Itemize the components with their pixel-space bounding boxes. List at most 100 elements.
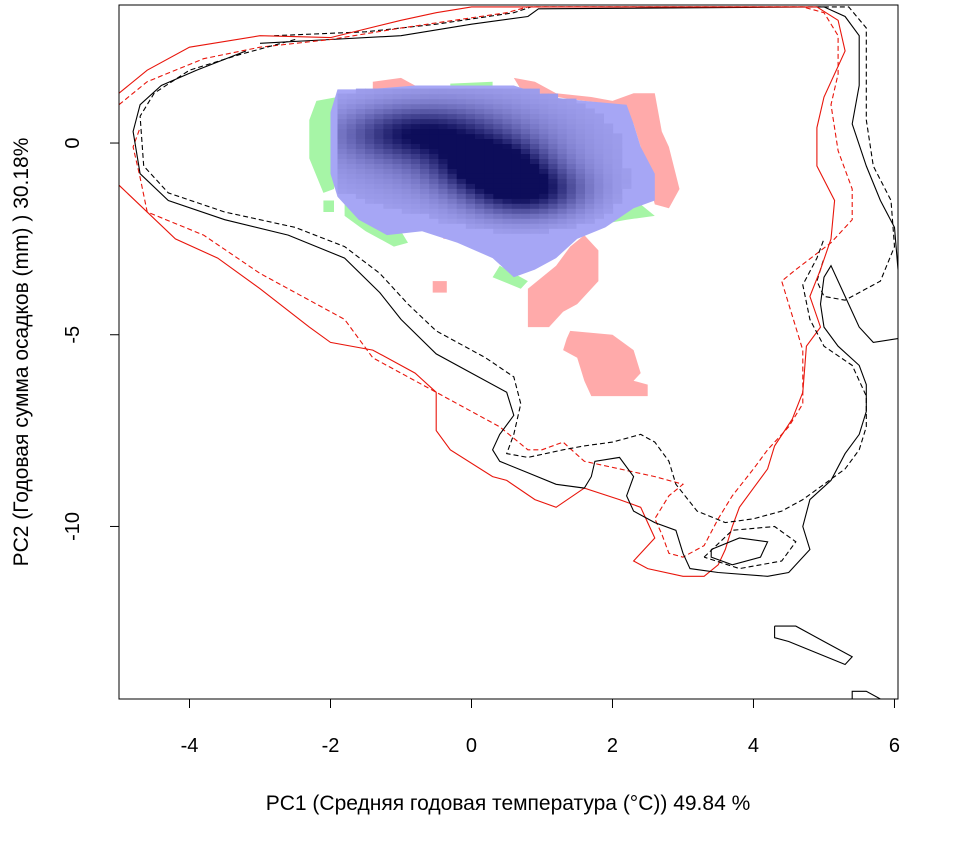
density-cell: [511, 213, 522, 219]
density-cell: [585, 208, 595, 214]
density-cell: [548, 213, 559, 219]
density-cell: [502, 198, 513, 204]
density-cell: [475, 193, 485, 199]
density-cell: [575, 218, 586, 224]
density-cell: [493, 163, 504, 169]
density-cell: [557, 118, 568, 125]
density-cell: [365, 108, 375, 115]
density-cell: [475, 208, 485, 214]
density-cell: [456, 213, 467, 219]
density-cell: [539, 208, 549, 214]
density-cell: [438, 203, 449, 209]
density-cell: [502, 178, 513, 184]
density-cell: [465, 113, 476, 120]
density-cell: [355, 148, 366, 154]
density-cell: [456, 138, 467, 144]
density-cell: [383, 113, 394, 120]
density-cell: [539, 133, 549, 139]
density-cell: [612, 173, 623, 179]
density-cell: [548, 153, 559, 159]
density-cell: [566, 158, 577, 164]
unfilling-region: [432, 281, 447, 293]
density-cell: [447, 133, 458, 139]
density-cell: [383, 173, 394, 179]
density-cell: [493, 193, 504, 199]
y-tick-label: -5: [62, 326, 84, 344]
density-cell: [557, 218, 568, 224]
density-cell: [438, 103, 449, 110]
density-cell: [493, 213, 504, 219]
density-cell: [585, 178, 595, 184]
density-cell: [410, 118, 421, 125]
density-cell: [410, 173, 421, 179]
density-cell: [530, 223, 540, 229]
density-cell: [548, 223, 559, 229]
density-cell: [447, 183, 458, 189]
density-cell: [465, 203, 476, 209]
density-cell: [392, 113, 403, 120]
density-cell: [401, 208, 412, 214]
density-cell: [484, 143, 494, 149]
density-cell: [484, 193, 494, 199]
density-cell: [456, 193, 467, 199]
density-cell: [603, 133, 614, 139]
density-cell: [429, 138, 439, 144]
density-cell: [493, 108, 504, 115]
density-cell: [438, 143, 449, 149]
density-cell: [355, 123, 366, 130]
density-cell: [548, 128, 559, 135]
density-cell: [548, 178, 559, 184]
density-cell: [447, 88, 458, 95]
density-cell: [456, 153, 467, 159]
density-cell: [374, 163, 384, 169]
density-cell: [410, 208, 421, 214]
density-cell: [502, 183, 513, 189]
density-cell: [420, 198, 430, 204]
density-cell: [420, 113, 430, 120]
density-cell: [585, 218, 595, 224]
density-cell: [392, 88, 403, 95]
density-cell: [566, 198, 577, 204]
density-cell: [392, 128, 403, 135]
density-cell: [392, 183, 403, 189]
density-cell: [539, 113, 549, 120]
density-cell: [566, 108, 577, 115]
density-cell: [539, 168, 549, 174]
density-cell: [493, 103, 504, 110]
density-cell: [557, 193, 568, 199]
density-cell: [456, 203, 467, 209]
density-cell: [465, 93, 476, 100]
density-cell: [493, 153, 504, 159]
density-cell: [337, 93, 348, 100]
density-cell: [530, 193, 540, 199]
density-cell: [539, 158, 549, 164]
density-cell: [520, 93, 531, 100]
density-cell: [365, 198, 375, 204]
density-cell: [383, 103, 394, 110]
density-cell: [603, 163, 614, 169]
density-cell: [465, 178, 476, 184]
density-cell: [401, 108, 412, 115]
density-cell: [566, 168, 577, 174]
density-cell: [566, 128, 577, 135]
density-cell: [502, 138, 513, 144]
density-cell: [557, 223, 568, 229]
density-cell: [511, 223, 522, 229]
density-cell: [539, 188, 549, 194]
density-cell: [520, 183, 531, 189]
density-cell: [447, 208, 458, 214]
density-cell: [374, 118, 384, 125]
density-cell: [383, 193, 394, 199]
density-cell: [374, 188, 384, 194]
density-cell: [447, 143, 458, 149]
density-cell: [575, 143, 586, 149]
density-cell: [502, 103, 513, 110]
density-cell: [566, 178, 577, 184]
density-cell: [585, 123, 595, 130]
density-cell: [374, 153, 384, 159]
density-cell: [392, 103, 403, 110]
density-cell: [401, 88, 412, 95]
density-cell: [355, 193, 366, 199]
density-cell: [502, 208, 513, 214]
density-cell: [355, 173, 366, 179]
